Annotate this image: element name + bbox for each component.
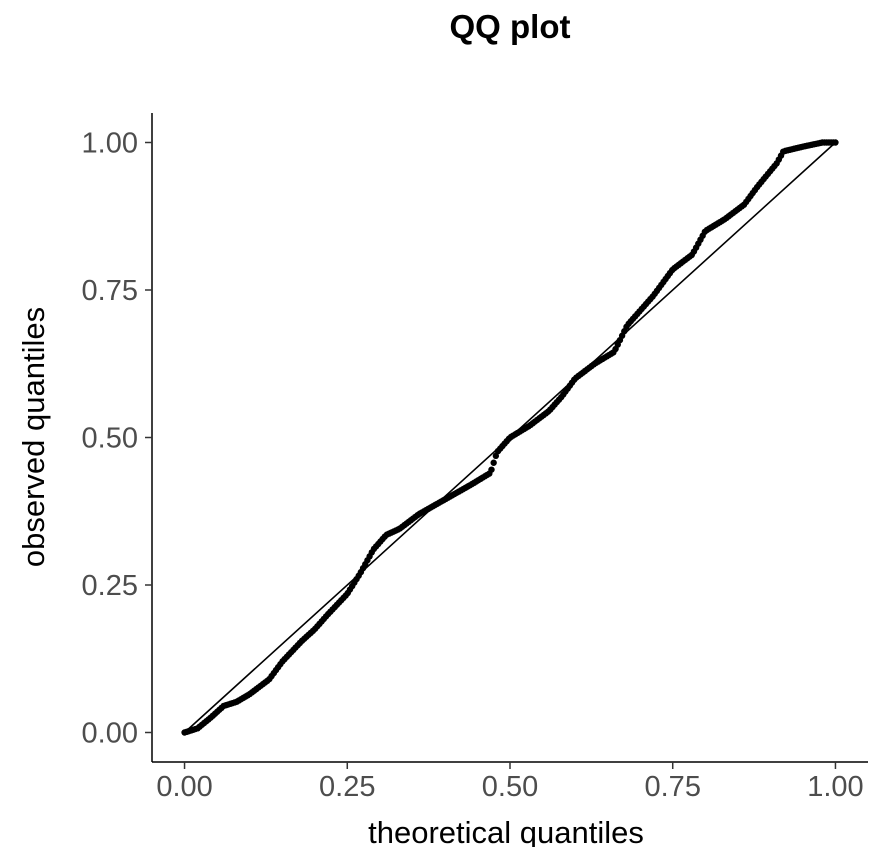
x-tick-label: 1.00 xyxy=(807,771,863,803)
y-tick-label: 1.00 xyxy=(82,128,138,160)
y-tick-label: 0.50 xyxy=(82,423,138,455)
y-axis-title: observed quantiles xyxy=(16,307,51,567)
x-axis-ticks: 0.00 0.25 0.50 0.75 1.00 xyxy=(156,762,864,803)
y-tick-label: 0.75 xyxy=(82,275,138,307)
x-axis-title: theoretical quantiles xyxy=(368,815,644,847)
data-point xyxy=(832,139,839,146)
y-tick-label: 0.25 xyxy=(82,570,138,602)
data-point xyxy=(490,459,497,466)
x-tick-label: 0.25 xyxy=(319,771,375,803)
data-point xyxy=(488,466,495,473)
x-tick-label: 0.00 xyxy=(156,771,212,803)
y-tick-label: 0.00 xyxy=(82,718,138,750)
chart-title: QQ plot xyxy=(450,8,571,45)
plot-area xyxy=(181,139,839,736)
y-axis-ticks: 0.00 0.25 0.50 0.75 1.00 xyxy=(82,128,152,750)
x-tick-label: 0.75 xyxy=(645,771,701,803)
x-tick-label: 0.50 xyxy=(482,771,538,803)
data-point xyxy=(492,452,500,460)
